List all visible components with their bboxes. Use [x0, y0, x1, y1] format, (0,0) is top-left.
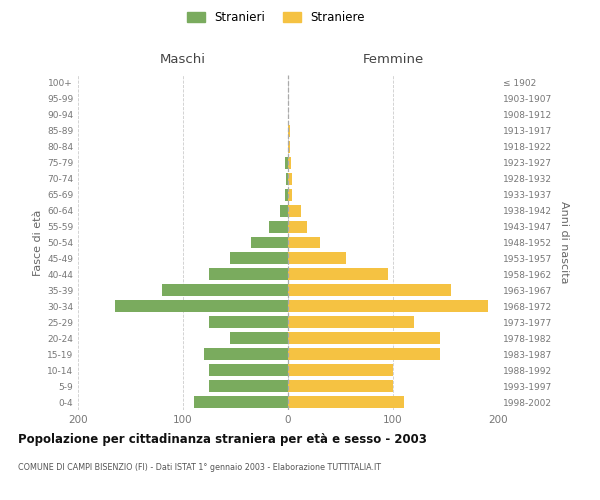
Bar	[288, 300, 488, 312]
Bar	[269, 220, 288, 232]
Text: Femmine: Femmine	[362, 53, 424, 66]
Bar	[230, 252, 288, 264]
Bar	[209, 380, 288, 392]
Bar	[286, 172, 288, 184]
Bar	[288, 348, 440, 360]
Bar	[209, 316, 288, 328]
Text: COMUNE DI CAMPI BISENZIO (FI) - Dati ISTAT 1° gennaio 2003 - Elaborazione TUTTIT: COMUNE DI CAMPI BISENZIO (FI) - Dati IST…	[18, 462, 381, 471]
Bar	[280, 204, 288, 216]
Bar	[288, 220, 307, 232]
Bar	[288, 157, 291, 168]
Text: Popolazione per cittadinanza straniera per età e sesso - 2003: Popolazione per cittadinanza straniera p…	[18, 432, 427, 446]
Bar	[230, 332, 288, 344]
Bar	[288, 364, 393, 376]
Bar	[288, 316, 414, 328]
Bar	[288, 125, 290, 137]
Bar	[285, 188, 288, 200]
Bar	[251, 236, 288, 248]
Legend: Stranieri, Straniere: Stranieri, Straniere	[187, 11, 365, 24]
Y-axis label: Anni di nascita: Anni di nascita	[559, 201, 569, 284]
Y-axis label: Fasce di età: Fasce di età	[33, 210, 43, 276]
Bar	[209, 268, 288, 280]
Bar	[288, 396, 404, 408]
Bar	[285, 157, 288, 168]
Bar	[288, 332, 440, 344]
Text: Maschi: Maschi	[160, 53, 206, 66]
Bar	[288, 284, 451, 296]
Bar	[162, 284, 288, 296]
Bar	[288, 172, 292, 184]
Bar	[288, 236, 320, 248]
Bar	[115, 300, 288, 312]
Bar	[288, 204, 301, 216]
Bar	[288, 252, 346, 264]
Bar	[209, 364, 288, 376]
Bar	[288, 380, 393, 392]
Bar	[288, 268, 388, 280]
Bar	[193, 396, 288, 408]
Bar	[204, 348, 288, 360]
Bar	[288, 188, 292, 200]
Bar	[288, 141, 290, 153]
